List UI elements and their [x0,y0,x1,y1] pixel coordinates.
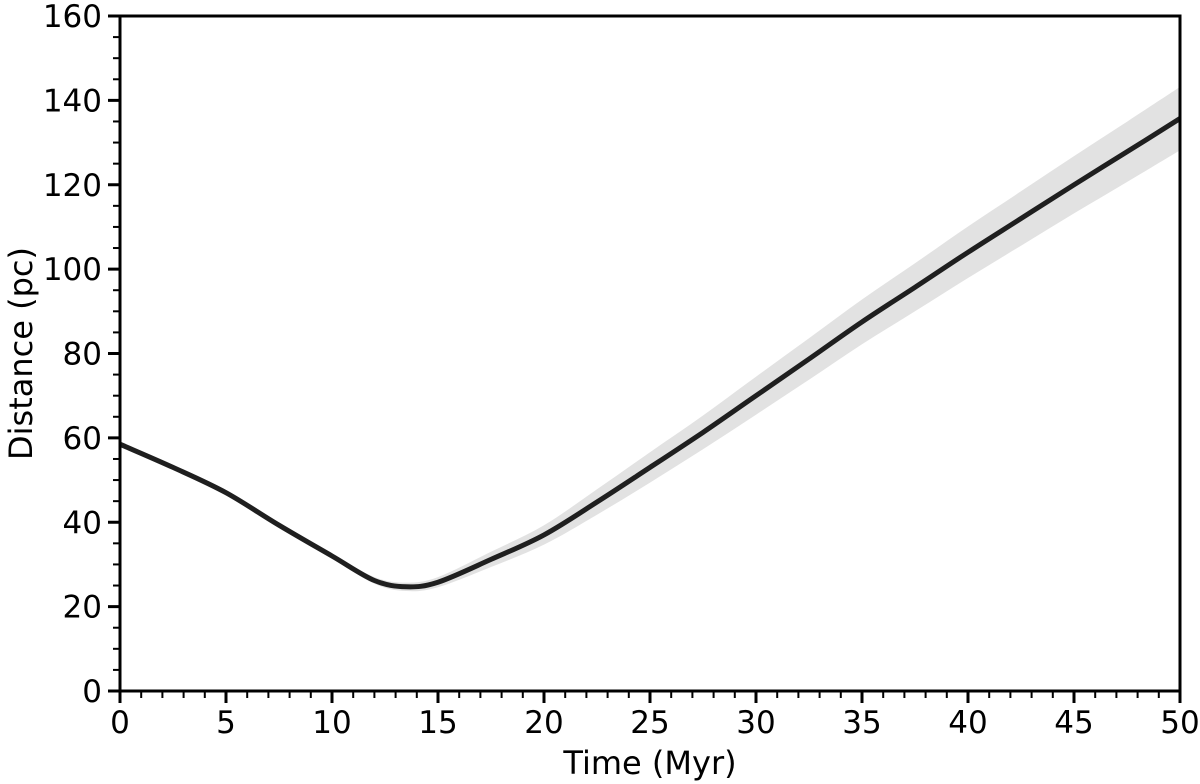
y-tick-label: 140 [43,83,102,119]
uncertainty-band [120,86,1180,592]
x-tick-label: 35 [842,705,881,741]
x-tick-label: 10 [312,705,351,741]
y-tick-label: 60 [63,421,102,457]
y-axis-label: Distance (pc) [2,247,40,460]
x-tick-label: 5 [216,705,236,741]
y-tick-label: 40 [63,505,102,541]
y-tick-label: 80 [63,337,102,373]
x-tick-label: 50 [1160,705,1199,741]
x-tick-label: 0 [110,705,130,741]
x-tick-label: 40 [948,705,987,741]
y-tick-label: 0 [82,674,102,710]
x-tick-label: 45 [1054,705,1093,741]
x-tick-label: 25 [630,705,669,741]
y-tick-label: 100 [43,252,102,288]
distance-curve [118,116,1182,590]
x-tick-label: 30 [736,705,775,741]
y-tick-label: 160 [43,0,102,35]
x-tick-label: 15 [418,705,457,741]
axes-box [118,14,1182,693]
y-tick-label: 120 [43,168,102,204]
x-tick-label: 20 [524,705,563,741]
x-axis-label: Time (Myr) [563,744,737,782]
y-tick-label: 20 [63,590,102,626]
